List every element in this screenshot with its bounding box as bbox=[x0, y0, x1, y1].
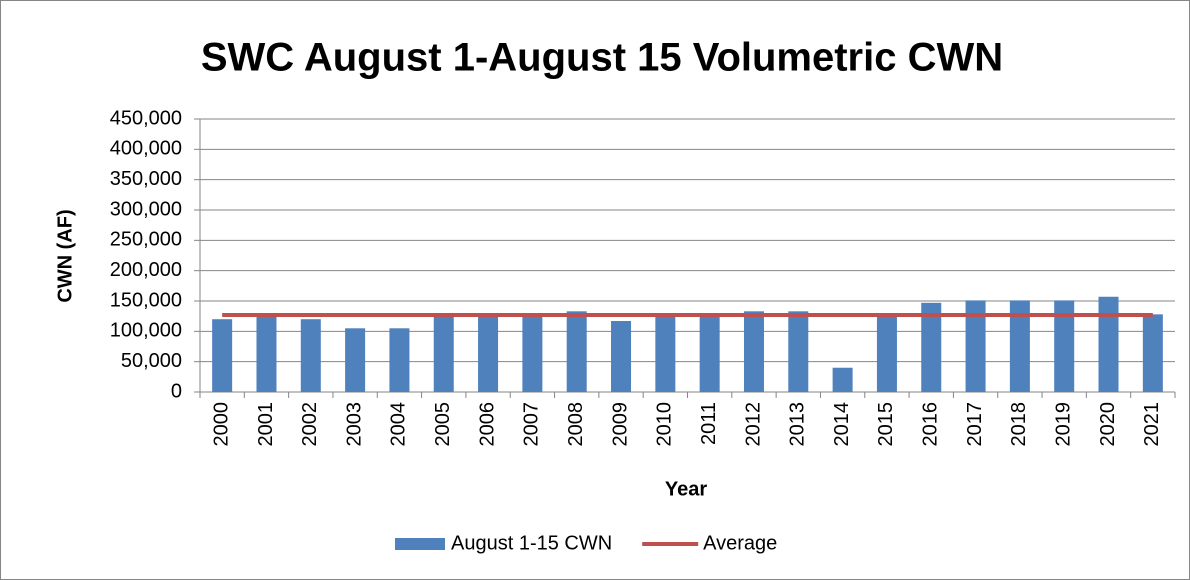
bar bbox=[876, 316, 897, 392]
x-tick-label: 2012 bbox=[742, 402, 764, 447]
legend-swatch bbox=[395, 538, 445, 550]
bar bbox=[611, 321, 632, 392]
bar bbox=[212, 319, 233, 392]
bar bbox=[832, 367, 853, 392]
bar bbox=[921, 302, 942, 392]
y-tick-label: 150,000 bbox=[110, 289, 182, 311]
x-tick-label: 2014 bbox=[831, 402, 853, 447]
bar bbox=[965, 300, 986, 392]
x-tick-label: 2010 bbox=[654, 402, 676, 447]
x-tick-label: 2000 bbox=[210, 402, 232, 447]
x-tick-label: 2001 bbox=[255, 402, 277, 447]
x-tick-label: 2004 bbox=[388, 402, 410, 447]
bar bbox=[522, 314, 543, 392]
x-tick-label: 2020 bbox=[1097, 402, 1119, 447]
y-tick-label: 200,000 bbox=[110, 259, 182, 281]
bar bbox=[389, 328, 410, 392]
x-tick-label: 2017 bbox=[964, 402, 986, 447]
x-tick-label: 2013 bbox=[787, 402, 809, 447]
x-tick-label: 2005 bbox=[432, 402, 454, 447]
x-tick-label: 2009 bbox=[609, 402, 631, 447]
bar bbox=[699, 314, 720, 392]
x-axis-label: Year bbox=[665, 478, 707, 500]
bar bbox=[256, 313, 277, 392]
legend-label: Average bbox=[703, 532, 777, 554]
x-tick-label: 2002 bbox=[299, 402, 321, 447]
y-tick-label: 0 bbox=[171, 380, 182, 402]
y-tick-label: 100,000 bbox=[110, 320, 182, 342]
x-tick-label: 2019 bbox=[1052, 402, 1074, 447]
y-tick-label: 50,000 bbox=[121, 350, 182, 372]
y-axis-label: CWN (AF) bbox=[54, 209, 76, 302]
y-tick-label: 350,000 bbox=[110, 168, 182, 190]
x-tick-label: 2008 bbox=[565, 402, 587, 447]
x-tick-label: 2006 bbox=[476, 402, 498, 447]
legend-label: August 1-15 CWN bbox=[451, 532, 612, 554]
bar bbox=[1054, 300, 1075, 392]
bar bbox=[743, 311, 764, 392]
bar bbox=[566, 311, 587, 392]
x-tick-label: 2011 bbox=[698, 402, 720, 445]
bar bbox=[345, 328, 366, 392]
x-tick-label: 2015 bbox=[875, 402, 897, 447]
bar bbox=[1098, 296, 1119, 392]
bar bbox=[300, 319, 321, 392]
y-tick-label: 450,000 bbox=[110, 107, 182, 129]
x-tick-label: 2018 bbox=[1008, 402, 1030, 447]
x-tick-label: 2016 bbox=[920, 402, 942, 447]
y-tick-label: 300,000 bbox=[110, 198, 182, 220]
x-tick-label: 2007 bbox=[521, 402, 543, 447]
chart-title: SWC August 1-August 15 Volumetric CWN bbox=[201, 36, 1003, 80]
bar bbox=[788, 311, 809, 392]
bar bbox=[1009, 300, 1030, 392]
bar bbox=[433, 314, 454, 392]
bar bbox=[1142, 314, 1163, 392]
bar bbox=[478, 314, 499, 392]
bar bbox=[655, 314, 676, 392]
x-tick-label: 2003 bbox=[343, 402, 365, 447]
y-tick-label: 250,000 bbox=[110, 229, 182, 251]
x-tick-label: 2021 bbox=[1141, 402, 1163, 447]
y-tick-label: 400,000 bbox=[110, 138, 182, 160]
